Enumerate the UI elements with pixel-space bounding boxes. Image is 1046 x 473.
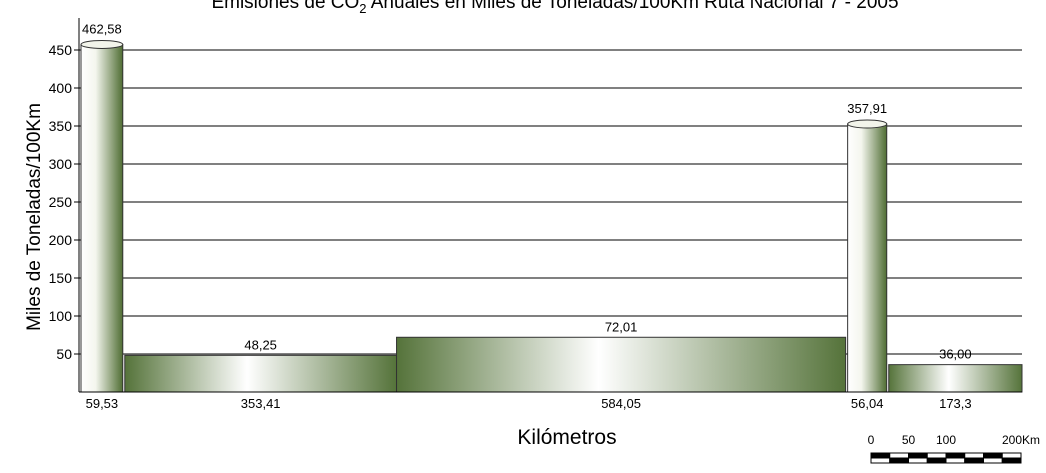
y-tick-label: 300 bbox=[49, 156, 73, 172]
y-tick-label: 250 bbox=[49, 194, 73, 210]
scale-bar-segment bbox=[945, 452, 966, 459]
segment-length-label: 173,3 bbox=[939, 396, 972, 411]
bars bbox=[80, 39, 1023, 393]
scale-bar-segment bbox=[870, 457, 891, 464]
scale-bar-segment bbox=[870, 452, 891, 459]
bar bbox=[396, 336, 847, 393]
bar bbox=[847, 123, 888, 393]
y-tick-label: 100 bbox=[49, 308, 73, 324]
x-axis-label: Kilómetros bbox=[517, 426, 616, 449]
scale-bar: 0 50 100 200Km bbox=[868, 433, 1040, 464]
y-tick-label: 400 bbox=[49, 80, 73, 96]
grid-lines bbox=[79, 49, 1022, 355]
data-labels: 462,58 59,53 48,25 353,41 72,01 584,05 357,91 5… bbox=[82, 21, 972, 411]
bar bbox=[888, 364, 1023, 393]
bar-value-label: 72,01 bbox=[605, 319, 638, 334]
scale-bar-label: 200Km bbox=[1002, 433, 1040, 447]
bar-cap bbox=[847, 119, 888, 129]
chart-title-rest: Anuales en Miles de Toneladas/100Km Ruta… bbox=[367, 0, 899, 13]
scale-bar-segment bbox=[1001, 457, 1022, 464]
scale-bar-segment bbox=[945, 457, 966, 464]
y-tick-label: 200 bbox=[49, 232, 73, 248]
chart-title-subscript: 2 bbox=[359, 1, 366, 16]
axes bbox=[78, 18, 1022, 393]
segment-length-label: 56,04 bbox=[851, 396, 884, 411]
y-axis-label: Miles de Toneladas/100Km bbox=[24, 103, 45, 331]
scale-bar-label: 0 bbox=[868, 433, 875, 447]
scale-bar-segment bbox=[908, 457, 928, 464]
scale-bar-segment bbox=[908, 452, 928, 459]
scale-bar-segment bbox=[964, 452, 984, 459]
bar bbox=[124, 354, 398, 393]
bar-value-label: 462,58 bbox=[82, 21, 122, 36]
scale-bar-segment bbox=[983, 457, 1003, 464]
scale-bar-segment bbox=[964, 457, 984, 464]
scale-bar-segment bbox=[1001, 452, 1022, 459]
bar-value-label: 36,00 bbox=[939, 347, 972, 362]
scale-bar-label: 100 bbox=[936, 433, 956, 447]
segment-length-label: 353,41 bbox=[241, 396, 281, 411]
segment-length-label: 584,05 bbox=[601, 396, 641, 411]
scale-bar-segment bbox=[926, 457, 947, 464]
scale-bar-segment bbox=[926, 452, 947, 459]
y-tick-label: 50 bbox=[56, 346, 72, 362]
scale-bar-segment bbox=[889, 457, 909, 464]
segment-length-label: 59,53 bbox=[86, 396, 119, 411]
scale-bar-segment bbox=[983, 452, 1003, 459]
y-axis-ticks: 50 100 150 200 250 300 350 400 450 bbox=[49, 42, 79, 362]
y-tick-label: 350 bbox=[49, 118, 73, 134]
bar-value-label: 357,91 bbox=[847, 101, 887, 116]
y-tick-label: 150 bbox=[49, 270, 73, 286]
scale-bar-label: 50 bbox=[902, 433, 916, 447]
chart-title-main: Emisiones de CO bbox=[211, 0, 359, 13]
chart-title: Emisiones de CO2 Anuales en Miles de Ton… bbox=[211, 0, 898, 16]
bar-value-label: 48,25 bbox=[244, 337, 277, 352]
scale-bar-segment bbox=[889, 452, 909, 459]
bar bbox=[80, 43, 124, 393]
bar-cap bbox=[80, 39, 124, 49]
y-tick-label: 450 bbox=[49, 42, 73, 58]
